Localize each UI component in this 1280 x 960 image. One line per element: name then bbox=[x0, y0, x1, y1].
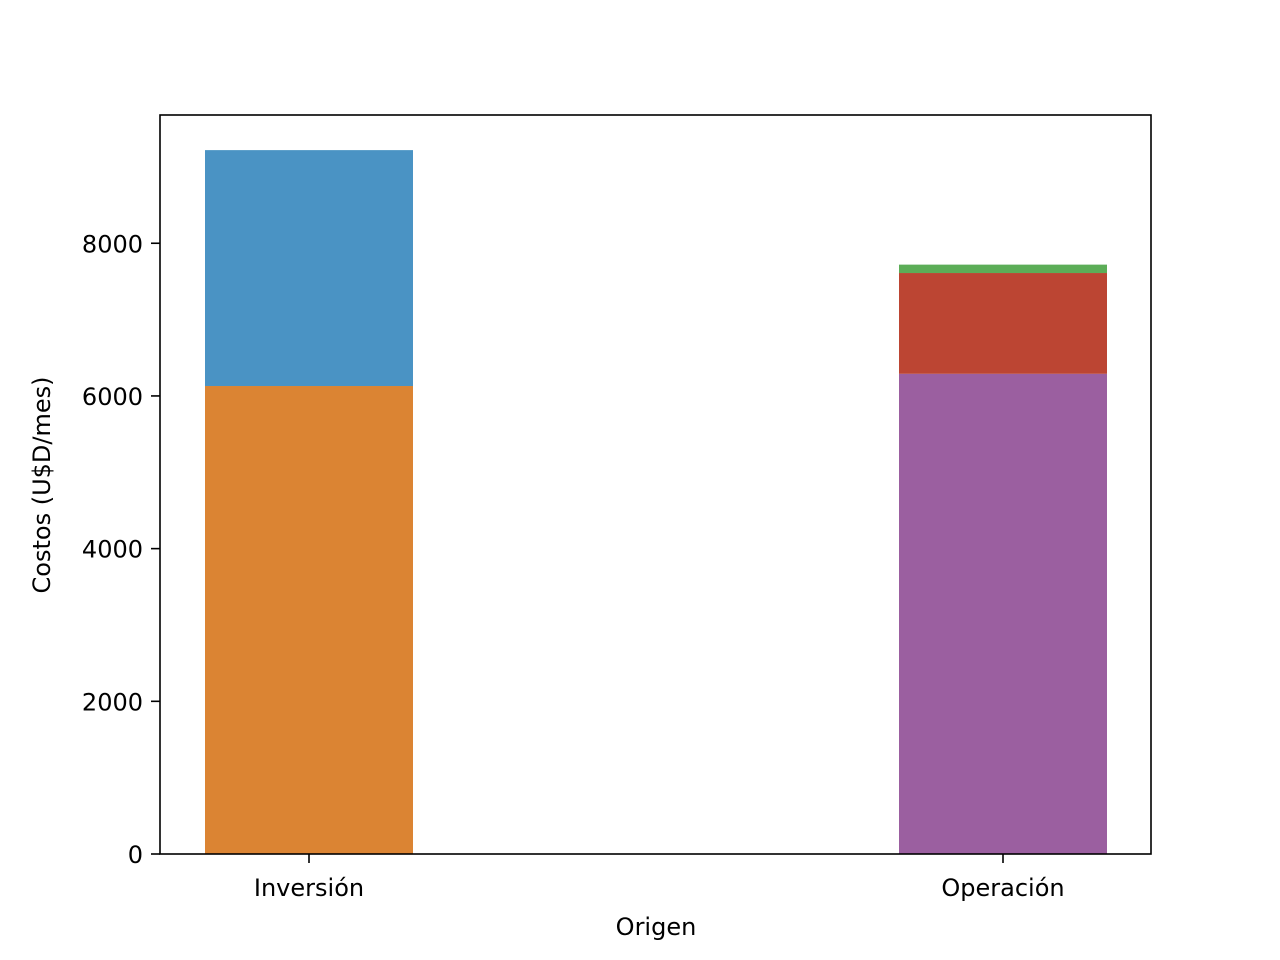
y-axis: 0 2000 4000 6000 8000 bbox=[82, 230, 160, 869]
bars-layer bbox=[205, 150, 1107, 854]
plot-frame bbox=[159, 114, 1152, 855]
y-tick-label-1: 2000 bbox=[82, 688, 143, 716]
y-tick-label-0: 0 bbox=[128, 841, 143, 869]
bar-segment-1-2 bbox=[899, 373, 1107, 854]
bar-segment-1-4 bbox=[899, 264, 1107, 274]
bar-segment-0-1 bbox=[205, 150, 413, 387]
y-tick-label-3: 6000 bbox=[82, 383, 143, 411]
x-axis: Inversión Operación bbox=[254, 854, 1065, 902]
x-axis-label: Origen bbox=[616, 913, 697, 941]
y-tick-label-2: 4000 bbox=[82, 536, 143, 564]
bar-segment-1-3 bbox=[899, 273, 1107, 374]
x-tick-label-1: Operación bbox=[941, 874, 1064, 902]
bar-segment-0-0 bbox=[205, 386, 413, 854]
y-tick-label-4: 8000 bbox=[82, 230, 143, 258]
x-tick-label-0: Inversión bbox=[254, 874, 364, 902]
y-axis-label: Costos (U$D/mes) bbox=[28, 377, 56, 594]
